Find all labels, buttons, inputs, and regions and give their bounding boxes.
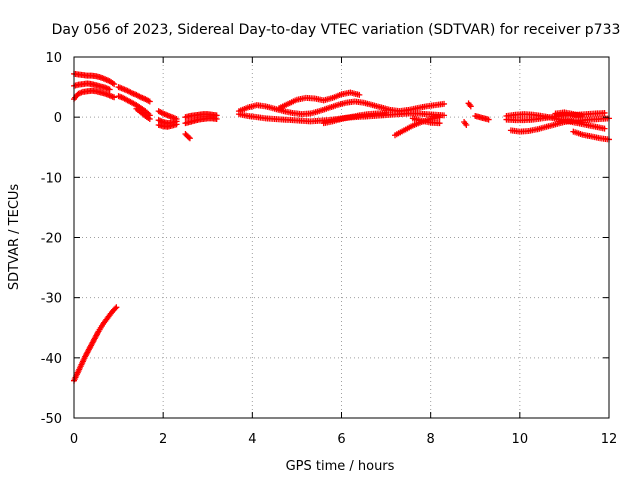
y-tick-label: -50 — [41, 412, 62, 427]
y-tick-label: -40 — [41, 352, 62, 367]
data-point — [436, 120, 443, 127]
y-axis-label: SDTVAR / TECUs — [7, 184, 22, 291]
x-tick-labels: 0 2 4 6 8 10 12 — [70, 432, 617, 447]
x-tick-label: 2 — [159, 432, 167, 447]
data-point — [213, 115, 220, 122]
y-tick-label: 0 — [54, 111, 62, 126]
y-tick-label: 10 — [45, 51, 62, 66]
x-tick-label: 4 — [248, 432, 256, 447]
data-point — [441, 112, 448, 119]
data-point — [185, 134, 192, 141]
data-point — [579, 112, 586, 119]
x-tick-label: 6 — [337, 432, 345, 447]
data-point — [112, 305, 119, 312]
data-points — [71, 70, 612, 384]
x-tick-label: 0 — [70, 432, 78, 447]
x-tick-label: 8 — [427, 432, 435, 447]
chart-title: Day 056 of 2023, Sidereal Day-to-day VTE… — [52, 22, 621, 38]
x-axis-label: GPS time / hours — [286, 459, 395, 474]
data-point — [186, 135, 193, 142]
data-point — [111, 81, 118, 88]
data-point — [106, 86, 113, 93]
data-point — [441, 100, 448, 107]
y-tick-label: -20 — [41, 232, 62, 247]
data-point — [601, 125, 608, 132]
axis-ticks — [73, 56, 610, 419]
y-tick-label: -10 — [41, 171, 62, 186]
data-point — [436, 114, 443, 121]
data-point — [383, 109, 390, 116]
data-point — [463, 121, 470, 128]
data-point — [173, 121, 180, 128]
data-point — [467, 103, 474, 110]
data-point — [146, 98, 153, 105]
x-tick-label: 12 — [601, 432, 618, 447]
data-point — [356, 91, 363, 98]
data-point — [113, 304, 120, 311]
x-tick-label: 10 — [512, 432, 529, 447]
data-point — [485, 116, 492, 123]
data-point — [111, 94, 118, 101]
y-tick-label: -30 — [41, 292, 62, 307]
data-point — [601, 109, 608, 116]
y-tick-labels: 10 0 -10 -20 -30 -40 -50 — [41, 51, 62, 427]
data-point — [146, 115, 153, 122]
